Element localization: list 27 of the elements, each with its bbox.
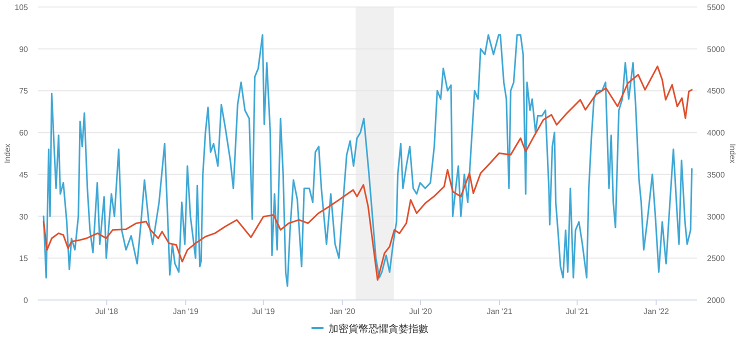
y-tick-label: 15: [19, 254, 29, 264]
y-tick-label: 90: [19, 44, 29, 54]
x-tick-label: Jul '20: [409, 307, 433, 316]
x-tick-label: Jul '19: [252, 307, 276, 316]
y-tick-label: 105: [14, 3, 29, 12]
y-axis-title: Index: [3, 144, 12, 164]
x-tick-label: Jan '20: [330, 307, 356, 316]
y2-tick-label: 4500: [707, 86, 726, 96]
y-tick-label: 0: [24, 296, 29, 305]
y2-tick-label: 2500: [707, 254, 726, 264]
y-tick-label: 30: [19, 212, 29, 222]
y2-tick-label: 3500: [707, 170, 726, 180]
y2-tick-label: 3000: [707, 212, 726, 222]
x-tick-label: Jul '21: [566, 307, 590, 316]
legend-label: 加密貨幣恐懼貪婪指數: [328, 323, 428, 335]
x-tick-label: Jul '18: [95, 307, 119, 316]
y2-tick-label: 2000: [707, 296, 726, 305]
y2-tick-label: 4000: [707, 128, 726, 138]
y2-tick-label: 5500: [707, 3, 726, 12]
y-tick-label: 45: [19, 170, 29, 180]
x-tick-label: Jan '22: [643, 307, 670, 316]
y2-axis-title: Index: [728, 144, 737, 164]
y2-tick-label: 5000: [707, 44, 726, 54]
y-tick-label: 60: [19, 128, 29, 138]
x-tick-label: Jan '21: [486, 307, 513, 316]
y-tick-label: 75: [19, 86, 29, 96]
x-tick-label: Jan '19: [172, 307, 200, 316]
